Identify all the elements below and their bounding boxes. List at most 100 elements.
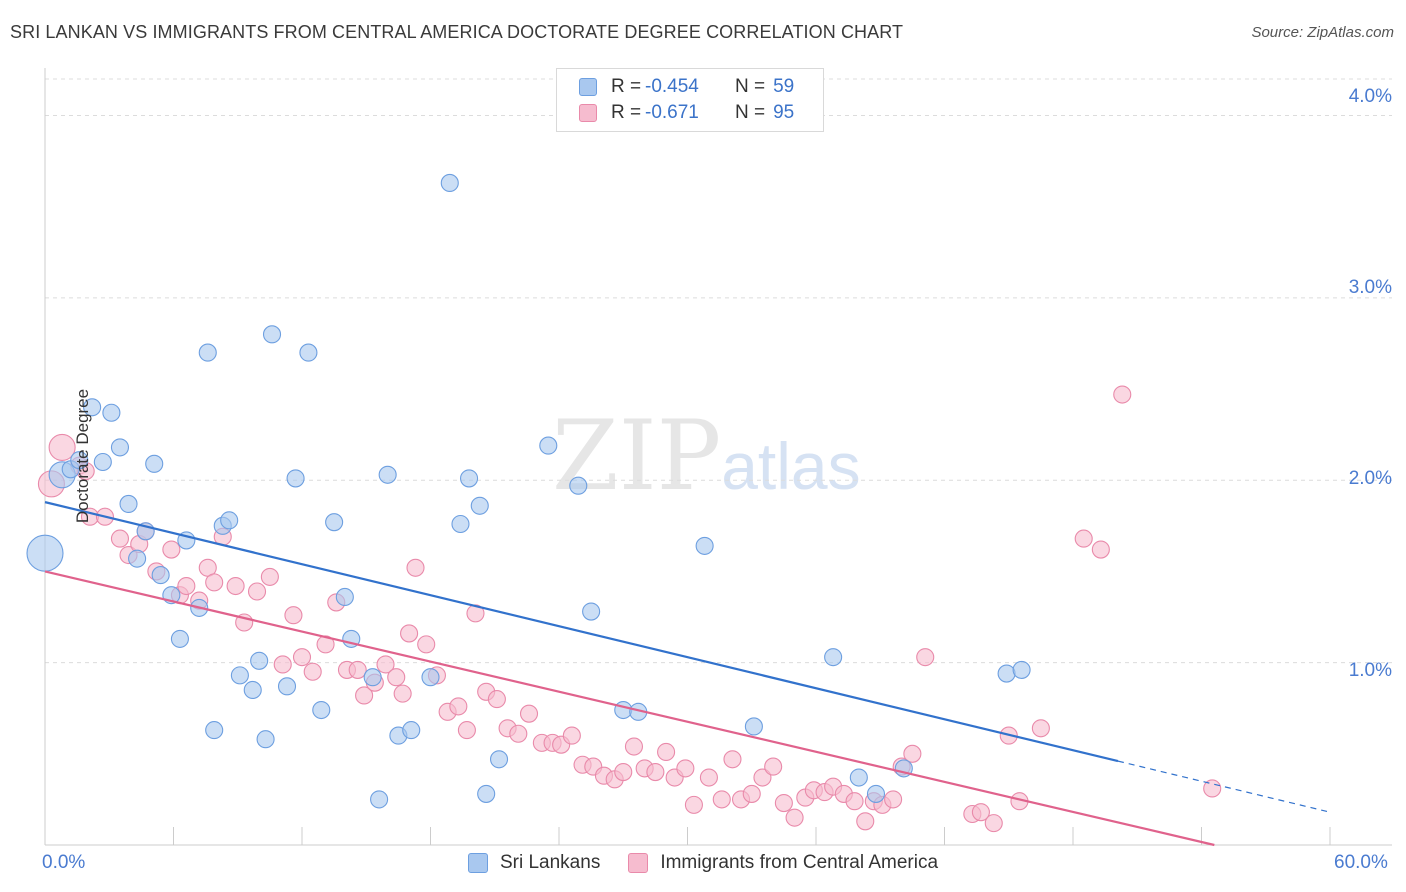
n-value: 95 (773, 102, 795, 123)
point-central-america (884, 790, 903, 809)
point-central-america (376, 655, 395, 674)
point-sri-lankan (145, 454, 164, 473)
point-central-america (457, 721, 476, 740)
r-label: R = (611, 102, 642, 123)
point-central-america (785, 808, 804, 827)
point-sri-lankan (230, 666, 249, 685)
n-label: N = (735, 102, 766, 123)
point-central-america (753, 768, 772, 787)
point-central-america (916, 648, 935, 667)
point-central-america (856, 812, 875, 831)
trendline-sri-lankan (44, 501, 1119, 763)
point-sri-lankan (1012, 660, 1031, 679)
pink-swatch (628, 853, 649, 873)
point-sri-lankan (402, 721, 421, 740)
n-value: 59 (773, 76, 795, 97)
point-sri-lankan (119, 494, 138, 513)
point-sri-lankan (539, 436, 558, 455)
point-sri-lankan (70, 451, 89, 470)
point-central-america (260, 567, 279, 586)
point-central-america (723, 750, 742, 769)
point-central-america (177, 576, 196, 596)
y-tick-label-2: 2.0% (1348, 468, 1392, 489)
point-central-america (646, 762, 665, 782)
series-legend: Sri Lankans Immigrants from Central Amer… (0, 852, 1406, 874)
point-sri-lankan (128, 549, 147, 568)
point-sri-lankan (325, 513, 344, 532)
point-sri-lankan (363, 668, 382, 687)
y-tick-label-1: 1.0% (1348, 660, 1392, 681)
point-central-america (712, 790, 731, 809)
legend-label: Immigrants from Central America (660, 852, 939, 873)
pink-swatch (579, 104, 597, 122)
point-central-america (48, 433, 76, 461)
point-central-america (316, 635, 335, 654)
point-sri-lankan (744, 717, 763, 736)
point-sri-lankan (824, 648, 843, 667)
point-central-america (466, 604, 485, 623)
stats-row-central-america: R = -0.671 N = 95 (579, 101, 794, 125)
point-sri-lankan (151, 566, 170, 585)
point-central-america (1031, 719, 1050, 738)
point-sri-lankan (489, 750, 509, 769)
point-central-america (984, 814, 1003, 833)
point-central-america (684, 795, 703, 814)
n-label: N = (735, 76, 766, 97)
stats-legend: R = -0.454 N = 59 R = -0.671 N = 95 (556, 68, 824, 132)
point-sri-lankan (198, 343, 217, 362)
source-label: Source: ZipAtlas.com (1251, 24, 1394, 41)
point-sri-lankan (286, 469, 305, 488)
watermark-atlas: atlas (721, 429, 861, 503)
x-tick-label-min: 0.0% (42, 852, 86, 873)
point-sri-lankan (262, 325, 282, 344)
point-sri-lankan (614, 700, 633, 720)
trendline-extension-sri-lankan (1117, 760, 1331, 813)
trendline-central-america (44, 570, 1215, 847)
point-central-america (400, 624, 419, 643)
blue-swatch (467, 853, 488, 873)
point-sri-lankan (477, 784, 496, 803)
point-central-america (417, 635, 436, 654)
point-sri-lankan (997, 664, 1016, 683)
point-central-america (614, 762, 633, 782)
point-sri-lankan (421, 668, 440, 687)
point-sri-lankan (277, 677, 297, 696)
point-central-america (657, 742, 676, 762)
x-tick-label-max: 60.0% (1334, 852, 1388, 873)
r-label: R = (611, 76, 642, 97)
point-sri-lankan (299, 343, 318, 362)
point-central-america (387, 668, 406, 687)
point-sri-lankan (459, 469, 479, 488)
point-sri-lankan (93, 452, 112, 472)
point-sri-lankan (205, 721, 224, 740)
point-central-america (284, 606, 303, 625)
point-sri-lankan (220, 511, 239, 530)
point-sri-lankan (170, 629, 189, 648)
legend-item-central-america[interactable]: Immigrants from Central America (628, 852, 938, 874)
point-central-america (406, 558, 425, 577)
point-central-america (226, 576, 245, 596)
point-sri-lankan (470, 496, 489, 515)
point-central-america (845, 792, 864, 811)
point-central-america (1074, 529, 1093, 548)
point-sri-lankan (440, 173, 459, 193)
stats-row-sri-lankans: R = -0.454 N = 59 (579, 75, 794, 99)
point-central-america (348, 660, 367, 679)
y-tick-label-3: 3.0% (1348, 277, 1392, 298)
point-sri-lankan (256, 730, 275, 749)
point-central-america (273, 655, 292, 674)
point-central-america (1113, 385, 1132, 404)
point-sri-lankan (370, 790, 389, 809)
point-central-america (676, 759, 695, 778)
point-central-america (205, 573, 224, 592)
point-central-america (303, 662, 322, 681)
point-central-america (903, 744, 922, 763)
y-tick-label-4: 4.0% (1348, 86, 1392, 107)
point-sri-lankan (695, 536, 714, 555)
point-sri-lankan (102, 403, 121, 422)
point-central-america (519, 704, 539, 723)
point-central-america (742, 784, 761, 803)
legend-item-sri-lankans[interactable]: Sri Lankans (467, 852, 600, 874)
